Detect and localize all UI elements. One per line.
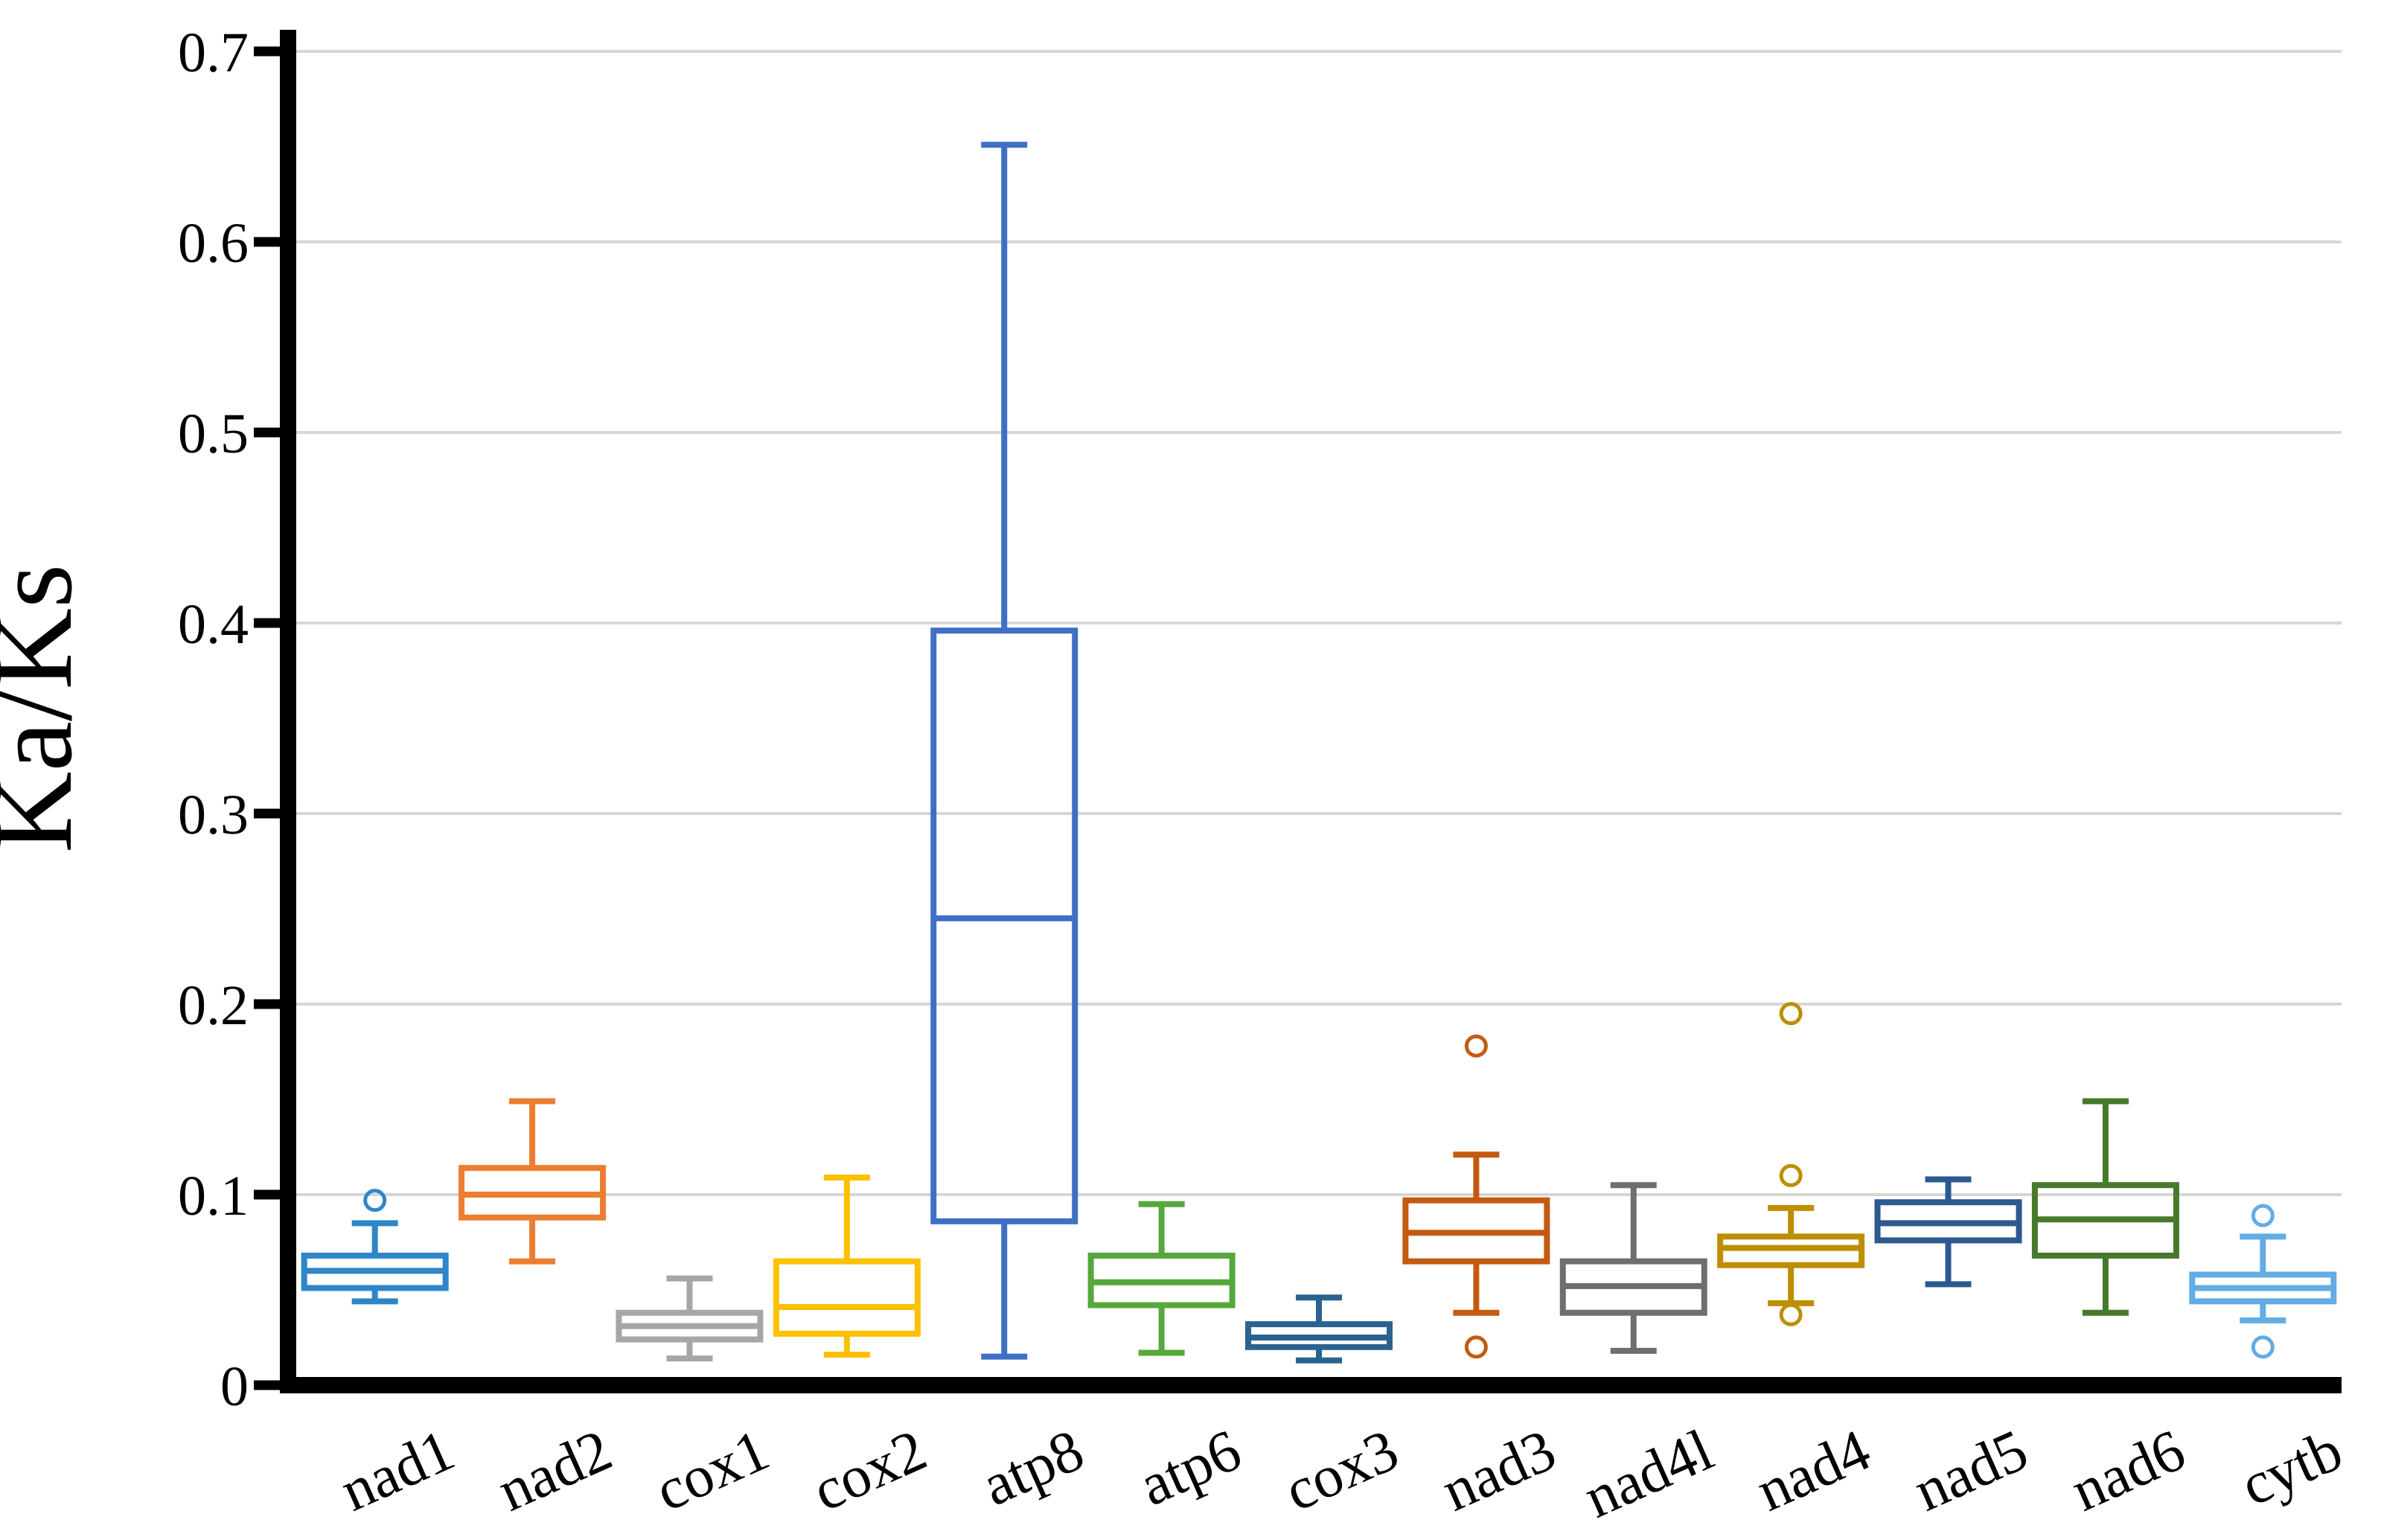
x-axis-label-cox1: cox1 [646, 1417, 779, 1524]
x-axis-label-cox3: cox3 [1275, 1417, 1407, 1524]
box-group-nad6: nad6 [2031, 1098, 2194, 1524]
outlier-marker [1779, 1002, 1803, 1026]
outlier-marker [363, 1189, 387, 1212]
y-tick-mark [254, 46, 281, 57]
outlier-marker [2251, 1335, 2275, 1359]
box-group-cox3: cox3 [1245, 1294, 1407, 1524]
iqr-box [930, 627, 1078, 1224]
y-tick-label-0.4: 0.4 [178, 593, 249, 656]
box-group-nad1: nad1 [301, 1189, 464, 1524]
x-axis-label-atp6: atp6 [1130, 1417, 1250, 1518]
x-axis-line [280, 1377, 2342, 1393]
y-tick-label-0.5: 0.5 [178, 403, 249, 465]
y-tick-mark [254, 1380, 281, 1390]
box-group-nad4l: nad4l [1559, 1182, 1722, 1531]
y-tick-mark [254, 237, 281, 247]
x-axis-label-nad6: nad6 [2062, 1417, 2194, 1524]
x-axis-label-nad2: nad2 [489, 1417, 621, 1524]
box-group-cox1: cox1 [616, 1275, 779, 1524]
outlier-marker [1464, 1335, 1488, 1359]
box-group-nad4: nad4 [1717, 1002, 1880, 1524]
box-group-nad3: nad3 [1402, 1034, 1565, 1524]
box-group-cox2: cox2 [773, 1174, 936, 1524]
y-tick-label-0.2: 0.2 [178, 974, 249, 1037]
y-tick-label-0: 0 [220, 1355, 249, 1418]
outlier-marker [1779, 1303, 1803, 1326]
outlier-marker [2251, 1204, 2275, 1227]
y-tick-label-0.3: 0.3 [178, 784, 249, 846]
outlier-marker [1779, 1163, 1803, 1187]
x-axis-label-nad5: nad5 [1905, 1417, 2037, 1524]
y-tick-mark [254, 618, 281, 628]
y-tick-mark [254, 1189, 281, 1200]
x-axis-label-nad4l: nad4l [1575, 1417, 1722, 1531]
x-axis-label-nad3: nad3 [1433, 1417, 1565, 1524]
x-axis-label-nad1: nad1 [331, 1417, 464, 1524]
y-tick-label-0.6: 0.6 [178, 212, 249, 275]
y-tick-mark [254, 808, 281, 819]
x-axis-label-cytb: cytb [2231, 1417, 2352, 1518]
y-tick-mark [254, 999, 281, 1009]
outlier-marker [1464, 1034, 1488, 1058]
box-group-cytb: cytb [2189, 1204, 2352, 1518]
x-axis-label-nad4: nad4 [1748, 1417, 1880, 1524]
y-tick-label-0.7: 0.7 [178, 22, 249, 84]
y-axis-title: Ka/Ks [0, 564, 95, 853]
box-group-nad5: nad5 [1874, 1176, 2037, 1524]
box-group-nad2: nad2 [458, 1098, 621, 1524]
y-tick-label-0.1: 0.1 [178, 1165, 249, 1227]
iqr-box [773, 1258, 921, 1337]
box-group-atp8: atp8 [930, 141, 1093, 1518]
x-axis-label-atp8: atp8 [973, 1417, 1093, 1518]
box-group-atp6: atp6 [1087, 1201, 1250, 1518]
y-tick-mark [254, 427, 281, 438]
x-axis-label-cox2: cox2 [803, 1417, 936, 1524]
y-axis-line [280, 30, 296, 1393]
